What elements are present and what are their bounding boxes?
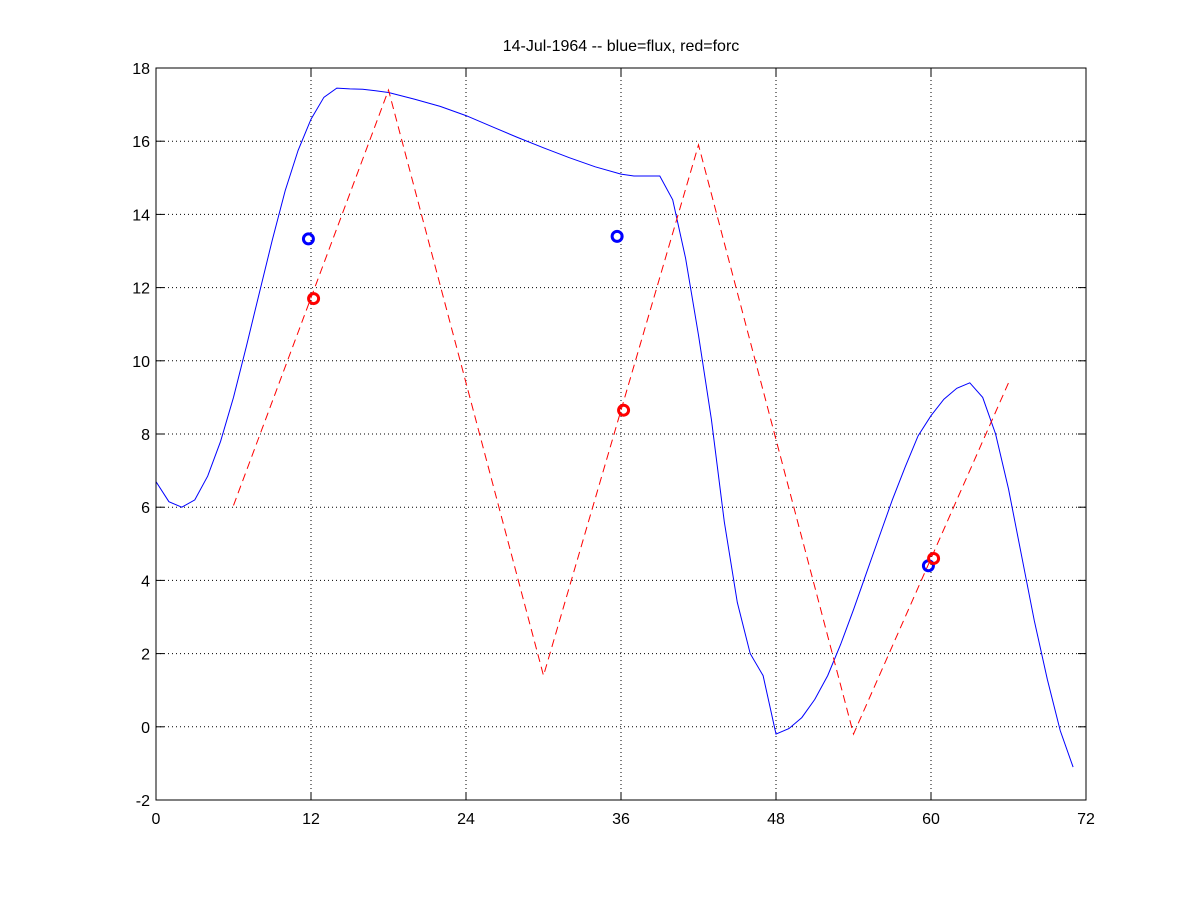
y-tick-label: 8	[141, 427, 150, 444]
grid-lines	[156, 68, 1086, 800]
y-tick-label: 6	[141, 500, 150, 517]
forc-marker-point	[927, 551, 941, 565]
x-tick-label: 72	[1077, 811, 1095, 828]
series-lines	[155, 87, 1074, 768]
y-tick-label: 16	[132, 134, 150, 151]
y-tick-label: 18	[132, 61, 150, 78]
y-tick-label: 12	[132, 281, 150, 298]
y-tick-label: 10	[132, 354, 150, 371]
marker-points	[301, 229, 941, 573]
y-tick-label: 0	[141, 720, 150, 737]
x-tick-label: 12	[302, 811, 320, 828]
flux-marker-point	[610, 229, 624, 243]
y-tick-label: 4	[141, 573, 150, 590]
x-tick-label: 0	[152, 811, 161, 828]
forc-marker-point	[617, 403, 631, 417]
y-tick-label: 14	[132, 207, 150, 224]
y-tick-label: 2	[141, 647, 150, 664]
x-tick-label: 24	[457, 811, 475, 828]
y-tick-label: -2	[136, 793, 150, 810]
flux-marker-point	[301, 232, 315, 246]
x-tick-label: 48	[767, 811, 785, 828]
x-tick-label: 60	[922, 811, 940, 828]
forc-series-line	[233, 88, 1009, 736]
forc-marker-point	[307, 292, 321, 306]
chart-title: 14-Jul-1964 -- blue=flux, red=forc	[503, 38, 740, 55]
x-tick-label: 36	[612, 811, 630, 828]
flux-series-line	[155, 87, 1074, 768]
